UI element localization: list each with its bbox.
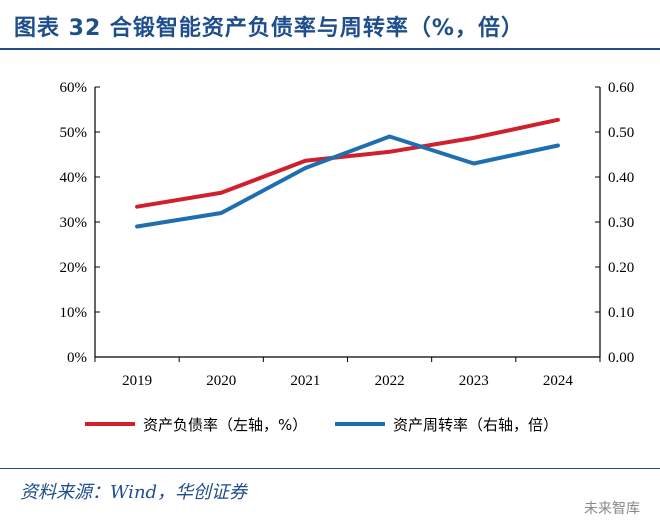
right-tick-label: 0.60 [608, 80, 634, 96]
left-tick-label: 30% [60, 215, 88, 231]
x-tick-label: 2019 [122, 373, 152, 389]
right-tick-label: 0.40 [608, 170, 634, 186]
left-tick-label: 60% [60, 80, 88, 96]
series-line-1 [135, 117, 560, 209]
x-tick-label: 2023 [459, 373, 489, 389]
left-tick-label: 0% [67, 350, 87, 366]
left-tick-label: 20% [60, 260, 88, 276]
x-tick-label: 2021 [290, 373, 320, 389]
chart: 0% 10% 20% 30% 40% 50% 60% 0.00 0.10 0.20 0.30 0.40… [60, 80, 635, 434]
right-tick-label: 0.00 [608, 350, 634, 366]
right-tick-label: 0.50 [608, 125, 634, 141]
source-divider [0, 468, 660, 469]
left-tick-label: 10% [60, 305, 88, 321]
chart-title: 图表 32 合锻智能资产负债率与周转率（%，倍） [14, 16, 524, 41]
left-tick-label: 40% [60, 170, 88, 186]
x-tick-label: 2024 [543, 373, 574, 389]
x-tick-label: 2020 [206, 373, 236, 389]
source-note: 资料来源：Wind，华创证券 [20, 482, 248, 503]
watermark: 未来智库 [584, 501, 640, 517]
legend-label: 资产周转率（右轴，倍） [393, 416, 558, 434]
right-tick-label: 0.20 [608, 260, 634, 276]
title-divider [0, 48, 660, 50]
right-tick-label: 0.30 [608, 215, 634, 231]
right-tick-label: 0.10 [608, 305, 634, 321]
left-tick-label: 50% [60, 125, 88, 141]
x-tick-label: 2022 [375, 373, 405, 389]
legend-label: 资产负债率（左轴，%） [143, 416, 307, 434]
series-line-2 [135, 134, 560, 229]
